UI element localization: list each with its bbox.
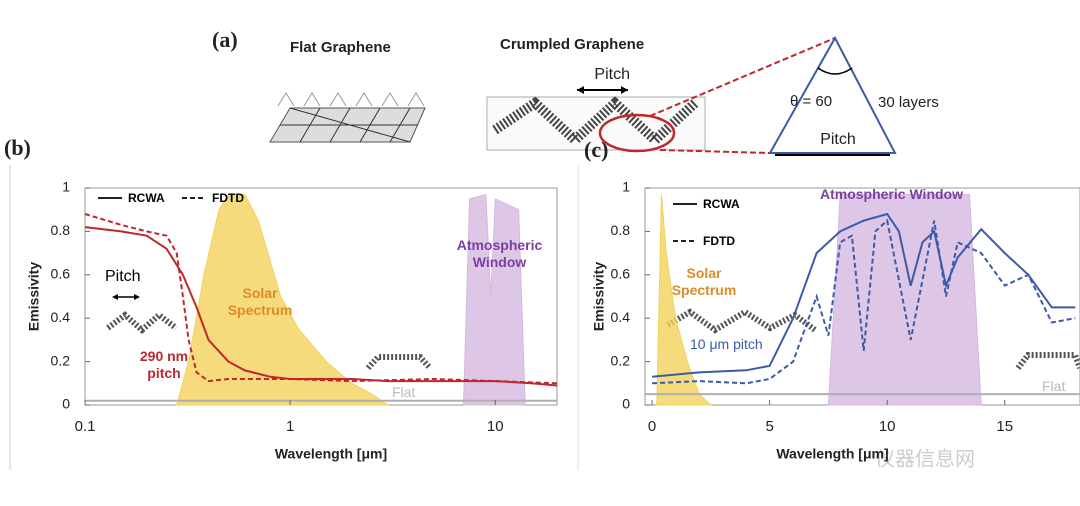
y-tick-label: 0.4 [51, 309, 71, 325]
line [652, 212, 1076, 378]
line [652, 218, 1076, 385]
y-tick-label: 0 [622, 396, 630, 412]
y-tick-label: 0.6 [611, 266, 631, 282]
flat-title: Flat Graphene [290, 39, 391, 56]
annotation: Pitch [105, 268, 141, 285]
x-tick-label: 10 [487, 418, 504, 435]
annotation: 290 nm pitch [139, 348, 189, 381]
series-label: Flat [392, 384, 416, 400]
angle-label: θ = 60 [790, 93, 832, 110]
legend-label: FDTD [703, 234, 735, 248]
area [462, 193, 526, 406]
y-tick-label: 0.4 [611, 309, 631, 325]
y-tick-label: 0.8 [611, 222, 631, 238]
pitch-arrow [112, 294, 140, 300]
x-tick-label: 0.1 [75, 418, 96, 435]
legend-label: RCWA [128, 191, 165, 205]
watermark: 仪器信息网 [875, 447, 975, 470]
annotation: 10 μm pitch [690, 336, 763, 352]
legend-label: FDTD [212, 191, 244, 205]
x-tick-label: 0 [648, 418, 656, 435]
area [827, 194, 982, 406]
area [656, 194, 713, 406]
pitch-label: Pitch [820, 131, 856, 148]
crumpled-title: Crumpled Graphene [500, 36, 644, 53]
x-tick-label: 10 [879, 418, 896, 435]
series-label: Solar Spectrum [671, 265, 737, 298]
y-tick-label: 0.6 [51, 266, 71, 282]
flat-graphene-drawing [269, 92, 426, 143]
series-label: Flat [1042, 378, 1066, 394]
panel-label: (a) [212, 27, 238, 52]
y-tick-label: 0.2 [51, 352, 71, 368]
area [176, 194, 390, 406]
layers-label: 30 layers [878, 94, 939, 111]
series-label: Solar Spectrum [227, 285, 293, 318]
y-tick-label: 0.2 [611, 352, 631, 368]
x-tick-label: 15 [996, 418, 1013, 435]
crumpled-graphene-drawing [486, 35, 897, 156]
x-tick-label: 1 [286, 418, 294, 435]
panel-label: (b) [4, 135, 31, 160]
y-axis-label: Emissivity [26, 262, 42, 331]
panel-label: (c) [584, 137, 608, 162]
y-tick-label: 0.8 [51, 222, 71, 238]
legend-label: RCWA [703, 197, 740, 211]
series-label: Atmospheric Window [456, 237, 543, 270]
y-tick-label: 1 [62, 179, 70, 195]
y-tick-label: 0 [62, 396, 70, 412]
y-axis-label: Emissivity [591, 262, 607, 331]
x-axis-label: Wavelength [μm] [275, 446, 387, 462]
y-tick-label: 1 [622, 179, 630, 195]
x-axis-label: Wavelength [μm] [776, 446, 888, 462]
line [84, 226, 558, 387]
series-label: Atmospheric Window [820, 186, 963, 202]
pitch-label: Pitch [594, 66, 630, 83]
x-tick-label: 5 [765, 418, 773, 435]
line [84, 213, 558, 385]
